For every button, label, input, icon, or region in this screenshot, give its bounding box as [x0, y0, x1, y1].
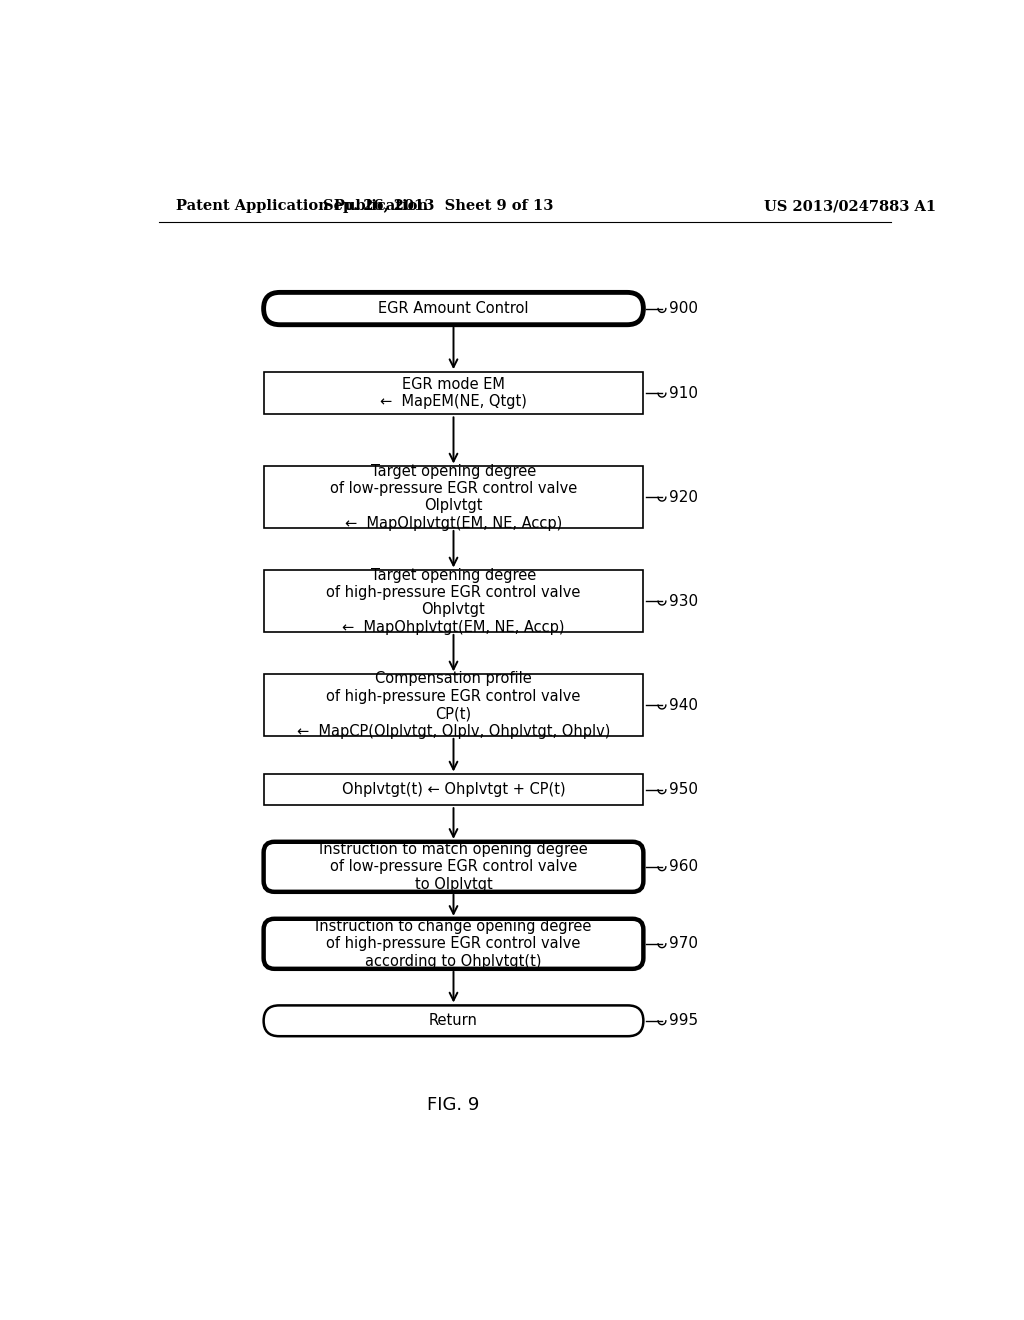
- Text: 940: 940: [669, 697, 698, 713]
- FancyBboxPatch shape: [263, 372, 643, 414]
- FancyBboxPatch shape: [263, 570, 643, 632]
- Text: Instruction to change opening degree
of high-pressure EGR control valve
accordin: Instruction to change opening degree of …: [315, 919, 592, 969]
- Text: FIG. 9: FIG. 9: [427, 1097, 479, 1114]
- Text: 920: 920: [669, 490, 698, 504]
- Text: Ohplvtgt(t) ← Ohplvtgt + CP(t): Ohplvtgt(t) ← Ohplvtgt + CP(t): [342, 783, 565, 797]
- Text: US 2013/0247883 A1: US 2013/0247883 A1: [764, 199, 936, 213]
- Text: Return: Return: [429, 1014, 478, 1028]
- Text: 960: 960: [669, 859, 698, 874]
- FancyBboxPatch shape: [263, 466, 643, 528]
- Text: 900: 900: [669, 301, 698, 315]
- Text: EGR mode EM
←  MapEM(NE, Qtgt): EGR mode EM ← MapEM(NE, Qtgt): [380, 378, 527, 409]
- Text: 995: 995: [669, 1014, 698, 1028]
- FancyBboxPatch shape: [263, 919, 643, 969]
- Text: 950: 950: [669, 783, 698, 797]
- Text: Target opening degree
of low-pressure EGR control valve
Olplvtgt
←  MapOlplvtgt(: Target opening degree of low-pressure EG…: [330, 463, 578, 531]
- Text: Sep. 26, 2013  Sheet 9 of 13: Sep. 26, 2013 Sheet 9 of 13: [323, 199, 553, 213]
- Text: Compensation profile
of high-pressure EGR control valve
CP(t)
←  MapCP(Olplvtgt,: Compensation profile of high-pressure EG…: [297, 672, 610, 739]
- FancyBboxPatch shape: [263, 675, 643, 737]
- FancyBboxPatch shape: [263, 293, 643, 325]
- Text: 930: 930: [669, 594, 698, 609]
- FancyBboxPatch shape: [263, 842, 643, 892]
- Text: Instruction to match opening degree
of low-pressure EGR control valve
to Olplvtg: Instruction to match opening degree of l…: [319, 842, 588, 892]
- Text: 910: 910: [669, 385, 698, 401]
- FancyBboxPatch shape: [263, 775, 643, 805]
- Text: EGR Amount Control: EGR Amount Control: [378, 301, 528, 315]
- FancyBboxPatch shape: [263, 1006, 643, 1036]
- Text: 970: 970: [669, 936, 698, 952]
- Text: Patent Application Publication: Patent Application Publication: [176, 199, 428, 213]
- Text: Target opening degree
of high-pressure EGR control valve
Ohplvtgt
←  MapOhplvtgt: Target opening degree of high-pressure E…: [327, 568, 581, 635]
